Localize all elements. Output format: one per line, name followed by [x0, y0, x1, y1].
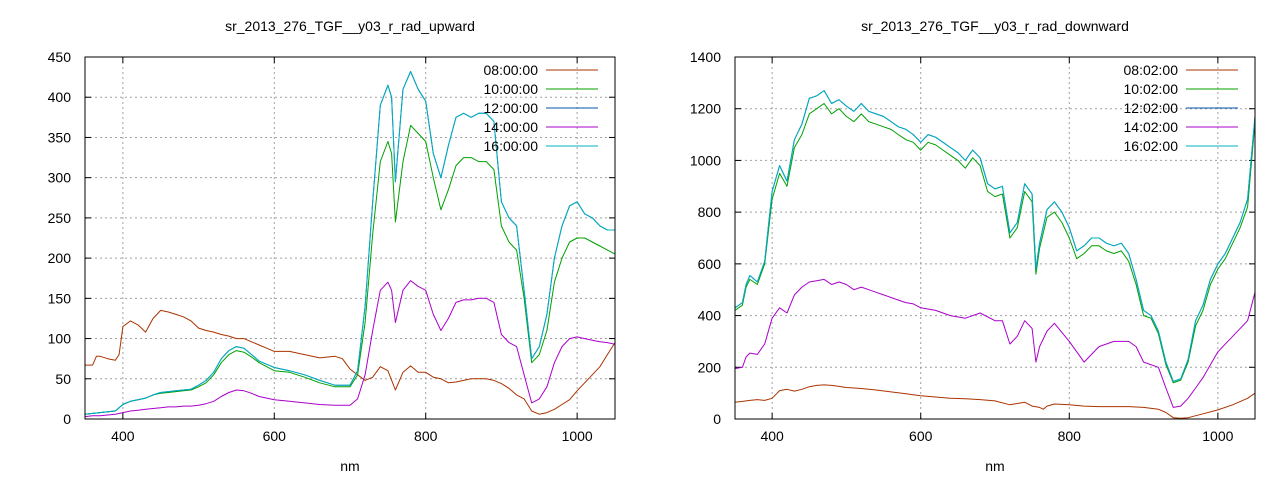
- y-tick-label: 1200: [690, 101, 721, 117]
- series-line-100000: [85, 124, 615, 415]
- y-tick-label: 0: [713, 411, 721, 427]
- upward-radiance-chart: 400 600 800 1000 0 50 100 150 200 250 300 350 400 450…: [48, 18, 616, 474]
- x-axis-label: nm: [340, 458, 359, 474]
- legend-label: 16:02:00: [1124, 138, 1179, 154]
- x-tick-label: 800: [414, 428, 438, 444]
- x-tick-label: 1000: [1202, 428, 1233, 444]
- y-tick-label: 400: [48, 89, 72, 105]
- y-tick-label: 800: [698, 204, 722, 220]
- y-tick-label: 1400: [690, 49, 721, 65]
- plot-frame: [84, 56, 616, 420]
- x-tick-label: 400: [760, 428, 784, 444]
- legend-label: 14:00:00: [484, 119, 539, 135]
- series-line-080200: [735, 384, 1255, 419]
- x-tick-label: 600: [263, 428, 287, 444]
- y-tick-label: 50: [55, 371, 71, 387]
- series-line-140000: [85, 280, 615, 418]
- y-tick-label: 150: [48, 290, 72, 306]
- legend-label: 12:00:00: [484, 100, 539, 116]
- legend-label: 10:00:00: [484, 81, 539, 97]
- x-tick-label: 400: [111, 428, 135, 444]
- chart-title: sr_2013_276_TGF__y03_r_rad_upward: [225, 18, 475, 34]
- legend-label: 14:02:00: [1124, 119, 1179, 135]
- x-tick-label: 1000: [562, 428, 593, 444]
- x-tick-label: 600: [909, 428, 933, 444]
- series-line-140200: [735, 278, 1255, 408]
- series-group: [85, 71, 615, 418]
- downward-radiance-chart: 400 600 800 1000 0 200 400 600 800 1000 1200 1400 sr…: [690, 18, 1256, 474]
- y-tick-label: 400: [698, 308, 722, 324]
- legend-label: 08:00:00: [484, 62, 539, 78]
- chart-title: sr_2013_276_TGF__y03_r_rad_downward: [861, 18, 1129, 34]
- y-tick-label: 300: [48, 170, 72, 186]
- legend-label: 16:00:00: [484, 138, 539, 154]
- legend-label: 10:02:00: [1124, 81, 1179, 97]
- legend-label: 08:02:00: [1124, 62, 1179, 78]
- y-tick-label: 350: [48, 129, 72, 145]
- y-tick-label: 1000: [690, 152, 721, 168]
- y-tick-label: 200: [48, 250, 72, 266]
- x-tick-label: 800: [1058, 428, 1082, 444]
- legend-label: 12:02:00: [1124, 100, 1179, 116]
- y-tick-label: 100: [48, 331, 72, 347]
- y-tick-label: 200: [698, 359, 722, 375]
- series-group: [735, 90, 1255, 419]
- series-line-160200: [735, 90, 1255, 382]
- series-line-100200: [735, 103, 1255, 384]
- series-line-080000: [85, 309, 615, 415]
- x-axis-label: nm: [985, 458, 1004, 474]
- y-tick-label: 600: [698, 256, 722, 272]
- plot-frame: [734, 56, 1256, 420]
- y-tick-label: 250: [48, 210, 72, 226]
- series-line-160000: [85, 71, 615, 415]
- y-tick-label: 0: [63, 411, 71, 427]
- y-tick-label: 450: [48, 49, 72, 65]
